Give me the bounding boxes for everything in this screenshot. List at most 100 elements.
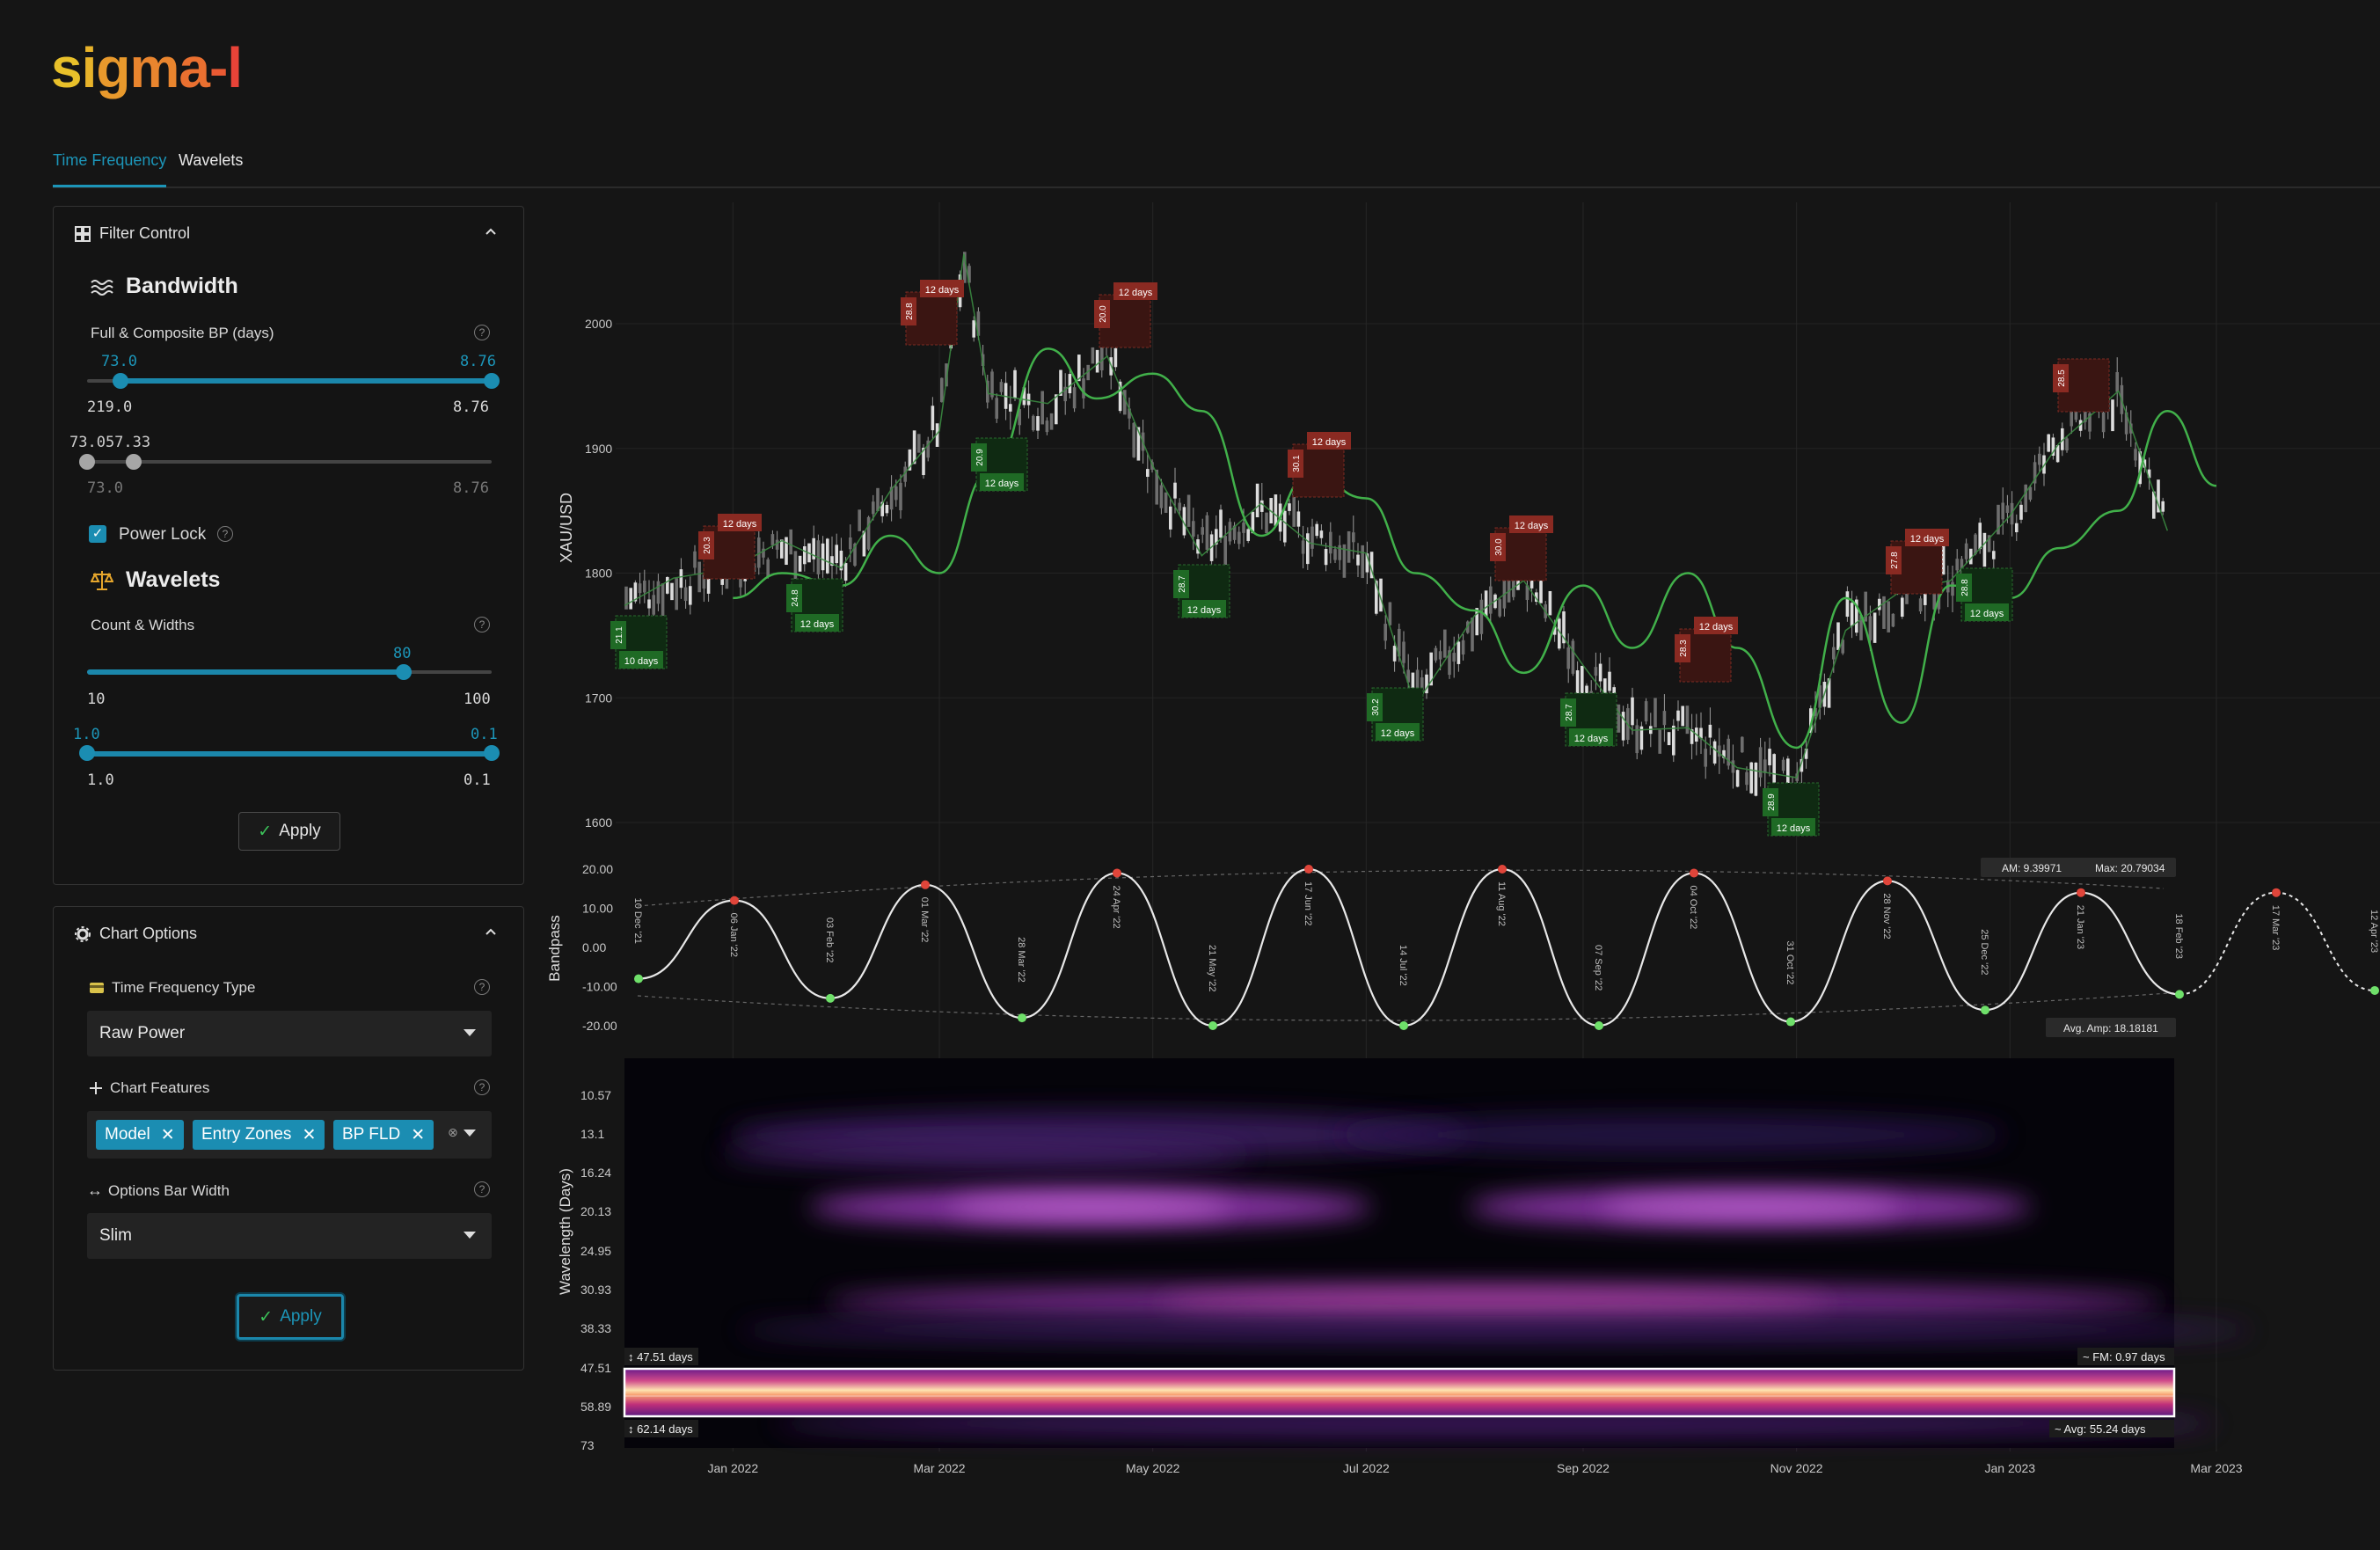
clear-all-icon[interactable]: ⊗ [448,1125,458,1139]
candle [972,320,975,338]
widths-slider-low-handle[interactable] [79,745,95,761]
bp-slider-low-handle[interactable] [113,373,128,389]
chevron-up-icon[interactable] [481,925,500,944]
candle [2038,453,2041,465]
candle [1333,549,1337,560]
candle [1091,347,1095,364]
bandpass-peak [1690,868,1698,878]
help-icon[interactable]: ? [474,617,490,632]
filter-apply-button[interactable]: ✓ Apply [238,812,340,851]
tab-wavelets[interactable]: Wavelets [179,151,244,169]
min-zone-label-bg [619,651,663,669]
candle [1072,387,1077,409]
help-icon[interactable]: ? [474,1079,490,1095]
candle [1324,549,1328,566]
max-zone-label-bg [1509,515,1553,533]
candle [1082,378,1085,398]
help-icon[interactable]: ? [217,526,233,542]
candle [1887,601,1890,632]
avg-amp-annotation-bg [2046,1018,2176,1037]
candle [2134,449,2137,461]
candle [1631,697,1634,726]
power-lock-checkbox[interactable]: ✓ [89,525,106,543]
feature-chip-entry-zones[interactable]: Entry Zones ✕ [193,1120,325,1150]
min-zone-label: 12 days [1777,823,1811,834]
bp-fld-slider-low-handle[interactable] [79,454,95,470]
wavelet-heatmap[interactable]: 10.57 13.1 16.24 20.13 24.95 30.93 38.33 47.51 5… [557,1058,2252,1475]
bandpass-trough [826,993,835,1003]
candle [661,583,665,618]
candle [1982,532,1987,567]
bandpass-date-label: 03 Feb '22 [824,918,835,963]
chart-options-header[interactable]: Chart Options [75,925,197,943]
tf-type-select[interactable]: Raw Power [87,1011,492,1056]
bp-slider-high-value: 8.76 [460,353,496,370]
bp-slider-high-handle[interactable] [484,373,500,389]
price-chart[interactable]: 2000 1900 1800 1700 1600 XAU/USD 20.3 12 days 28… [558,202,2380,1451]
max-zone-value: 20.0 [1099,305,1108,323]
max-zone-value: 30.0 [1494,538,1504,556]
candle [1552,626,1557,635]
bp-fld-slider-high-handle[interactable] [126,454,142,470]
candle [922,447,925,476]
close-icon[interactable]: ✕ [160,1125,175,1144]
max-zone-value: 30.1 [1292,455,1302,472]
min-zone-label: 12 days [1187,605,1222,616]
min-zone-value: 21.1 [615,626,624,644]
bandpass-date-label: 28 Mar '22 [1016,937,1026,983]
fm-label: ~ FM: 0.97 days [2083,1350,2165,1364]
bar-width-select[interactable]: Slim [87,1213,492,1259]
candle [1781,759,1785,771]
bandpass-peak [921,880,930,889]
candle [1535,592,1538,603]
gear-icon [75,925,91,942]
bandpass-chart[interactable]: 20.00 10.00 0.00 -10.00 -20.00 Bandpass 10 Dec… [546,858,2379,1037]
count-slider-handle[interactable] [396,664,412,680]
candle [1882,596,1886,629]
min-zone-value: 28.9 [1767,793,1777,811]
close-icon[interactable]: ✕ [302,1125,317,1144]
help-icon[interactable]: ? [474,979,490,995]
candle [1159,485,1164,508]
heatmap-energy [1337,1115,2005,1154]
candle [2088,413,2092,432]
min-zone-label: 10 days [624,656,659,667]
help-icon[interactable]: ? [474,1181,490,1197]
chart-features-multiselect[interactable]: Model ✕ Entry Zones ✕ BP FLD ✕ ⊗ [87,1111,492,1159]
filter-control-header[interactable]: Filter Control [75,224,190,243]
band-bottom-label: ↕ 62.14 days [628,1422,693,1436]
candle [1113,347,1118,368]
candle [1063,386,1067,402]
wavelength-y-tick: 30.93 [580,1283,611,1297]
candle [1978,523,1982,550]
bandpass-trough [1786,1017,1795,1027]
candle [780,539,784,559]
candle [675,578,678,610]
candle [1712,741,1717,764]
candle [1329,531,1332,554]
candle [1841,640,1844,654]
candle [1850,603,1854,626]
widths-slider-high-handle[interactable] [484,745,500,761]
check-icon: ✓ [259,1307,274,1327]
tab-time-frequency[interactable]: Time Frequency [53,151,167,187]
max-zone-label: 12 days [1119,288,1153,298]
candle [912,430,916,464]
candle [1562,611,1566,644]
bp-fld-slider-track[interactable] [87,460,492,464]
chart-options-apply-button[interactable]: ✓ Apply [237,1294,344,1340]
candle [1735,770,1740,787]
feature-chip-bp-fld[interactable]: BP FLD ✕ [333,1120,434,1150]
fm-label-bg [2077,1348,2174,1365]
candle [2033,462,2037,484]
candle [1342,544,1347,578]
chevron-up-icon[interactable] [481,224,500,244]
resize-horizontal-icon: ↔ [87,1181,103,1199]
band-top-label-bg [624,1348,698,1365]
help-icon[interactable]: ? [474,325,490,340]
feature-chip-model[interactable]: Model ✕ [96,1120,184,1150]
candle [1708,724,1712,738]
close-icon[interactable]: ✕ [411,1125,426,1144]
candle [2157,479,2160,513]
candle [679,569,683,589]
